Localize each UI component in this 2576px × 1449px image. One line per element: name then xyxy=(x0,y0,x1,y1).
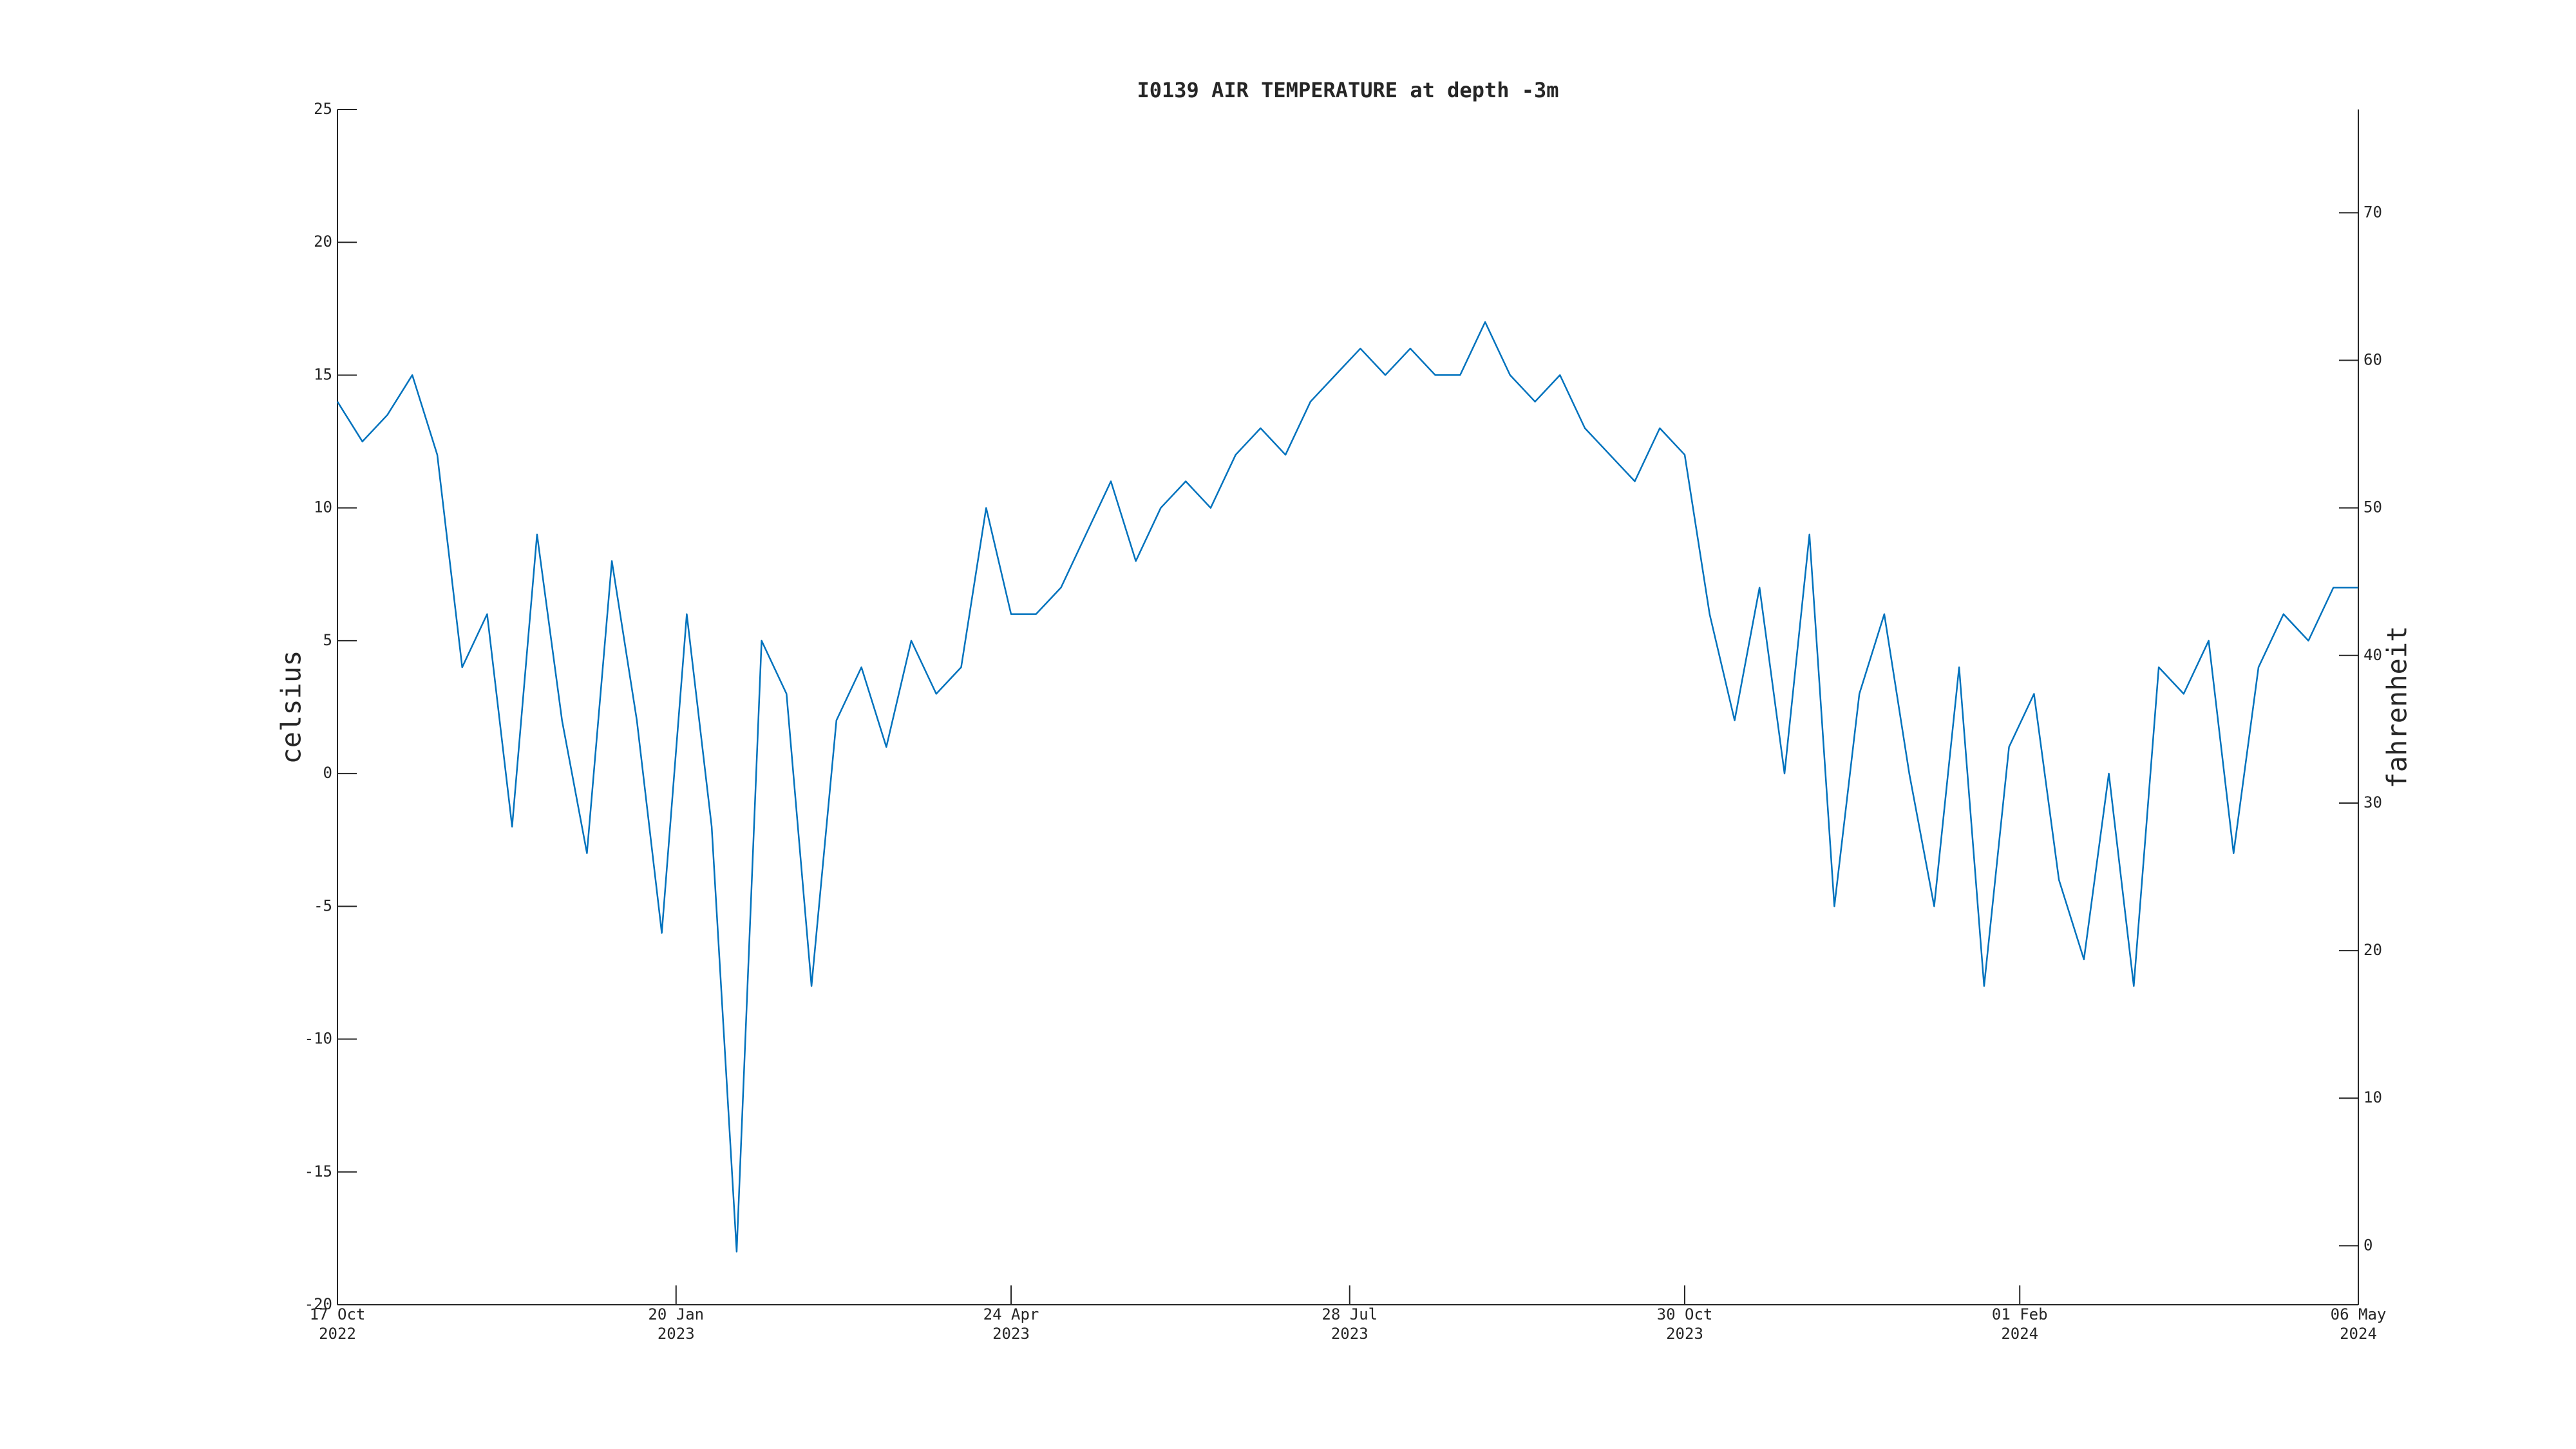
y-tick-label: 10 xyxy=(314,498,332,516)
y2-axis-label: fahrenheit xyxy=(2382,626,2413,789)
y-tick-label: -10 xyxy=(305,1030,332,1048)
y2-tick-label: 70 xyxy=(2363,203,2382,221)
y-tick-label: -5 xyxy=(314,896,332,914)
x-tick-label: 30 Oct 2023 xyxy=(1657,1305,1713,1343)
y-tick-label: 5 xyxy=(323,631,332,649)
y-tick-label: -20 xyxy=(305,1295,332,1313)
y-tick-label: 0 xyxy=(323,764,332,782)
temperature-line xyxy=(336,321,2358,1253)
x-tick-label: 17 Oct 2022 xyxy=(310,1305,366,1343)
x-tick-label: 24 Apr 2023 xyxy=(983,1305,1039,1343)
x-tick-label: 28 Jul 2023 xyxy=(1321,1305,1378,1343)
y2-tick-label: 20 xyxy=(2363,941,2382,959)
x-tick-label: 06 May 2024 xyxy=(2331,1305,2387,1343)
x-tick-label: 20 Jan 2023 xyxy=(648,1305,704,1343)
chart-title: I0139 AIR TEMPERATURE at depth -3m xyxy=(1137,78,1558,102)
y-axis-label: celsius xyxy=(276,650,307,764)
y2-tick-label: 40 xyxy=(2363,646,2382,664)
y-tick-label: -15 xyxy=(305,1162,332,1180)
y-tick-label: 20 xyxy=(314,232,332,251)
y2-tick-label: 10 xyxy=(2363,1088,2382,1106)
y2-tick-label: 60 xyxy=(2363,351,2382,369)
y2-tick-label: 30 xyxy=(2363,793,2382,811)
y-tick-label: 25 xyxy=(314,100,332,118)
y-tick-label: 15 xyxy=(314,365,332,383)
x-tick-label: 01 Feb 2024 xyxy=(1992,1305,2048,1343)
y2-tick-label: 0 xyxy=(2363,1236,2372,1254)
y2-tick-label: 50 xyxy=(2363,498,2382,516)
